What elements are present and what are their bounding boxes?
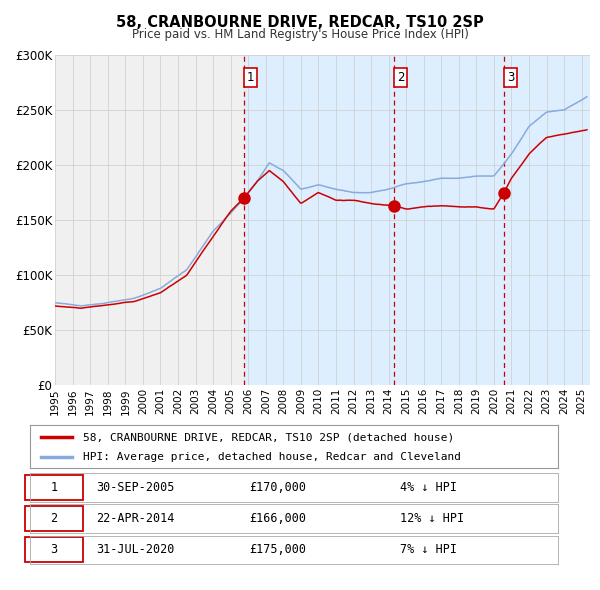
Bar <box>244 55 394 385</box>
Text: £175,000: £175,000 <box>250 543 307 556</box>
Bar <box>504 55 590 385</box>
Text: 1: 1 <box>247 71 254 84</box>
Text: 2: 2 <box>397 71 404 84</box>
Text: 3: 3 <box>506 71 514 84</box>
Text: Price paid vs. HM Land Registry's House Price Index (HPI): Price paid vs. HM Land Registry's House … <box>131 28 469 41</box>
FancyBboxPatch shape <box>25 537 83 562</box>
Text: 31-JUL-2020: 31-JUL-2020 <box>97 543 175 556</box>
Text: 58, CRANBOURNE DRIVE, REDCAR, TS10 2SP: 58, CRANBOURNE DRIVE, REDCAR, TS10 2SP <box>116 15 484 30</box>
FancyBboxPatch shape <box>25 475 83 500</box>
Text: £170,000: £170,000 <box>250 481 307 494</box>
Text: 30-SEP-2005: 30-SEP-2005 <box>97 481 175 494</box>
FancyBboxPatch shape <box>25 506 83 531</box>
Text: 22-APR-2014: 22-APR-2014 <box>97 512 175 525</box>
Text: 58, CRANBOURNE DRIVE, REDCAR, TS10 2SP (detached house): 58, CRANBOURNE DRIVE, REDCAR, TS10 2SP (… <box>83 432 454 442</box>
Text: 4% ↓ HPI: 4% ↓ HPI <box>400 481 457 494</box>
Text: 7% ↓ HPI: 7% ↓ HPI <box>400 543 457 556</box>
Text: £166,000: £166,000 <box>250 512 307 525</box>
Text: HPI: Average price, detached house, Redcar and Cleveland: HPI: Average price, detached house, Redc… <box>83 453 461 462</box>
Text: 12% ↓ HPI: 12% ↓ HPI <box>400 512 464 525</box>
Text: 1: 1 <box>50 481 58 494</box>
Bar <box>394 55 504 385</box>
Text: 2: 2 <box>50 512 58 525</box>
Text: 3: 3 <box>50 543 58 556</box>
